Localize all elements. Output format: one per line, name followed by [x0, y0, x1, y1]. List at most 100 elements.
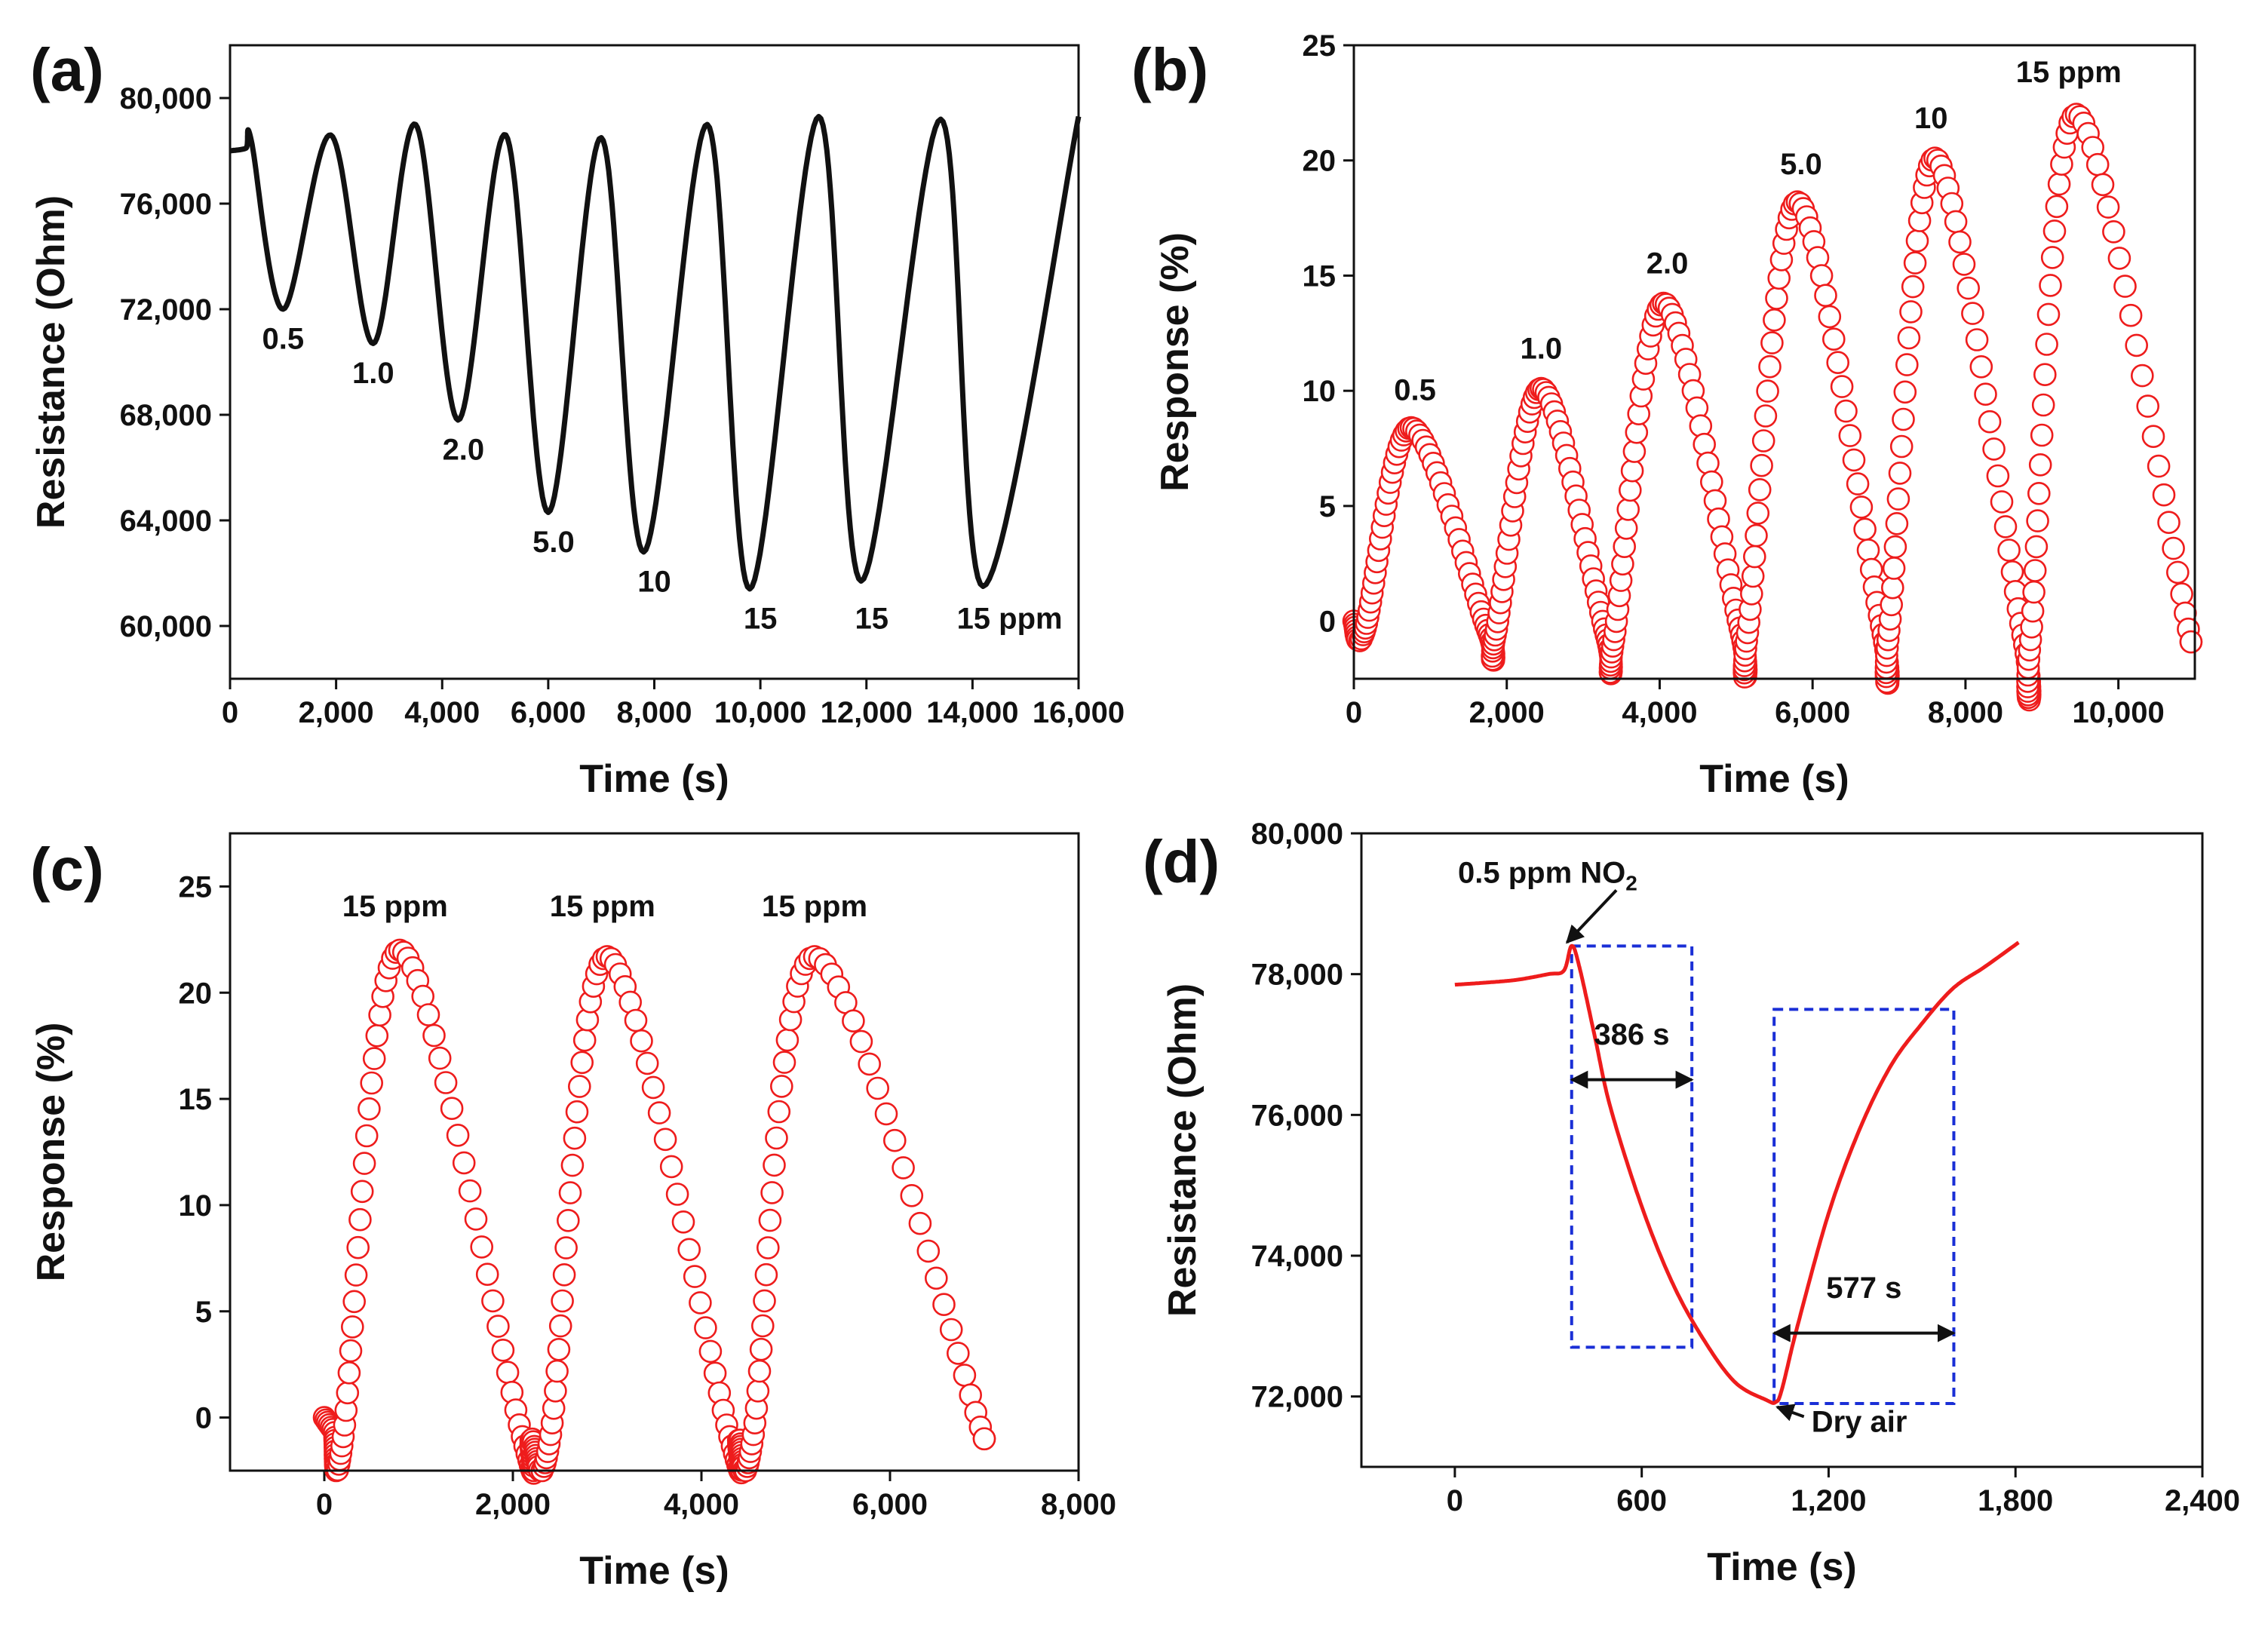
data-point: [486, 1315, 510, 1338]
panel-c-x-axis-title: Time (s): [579, 1549, 729, 1593]
data-point: [758, 1208, 782, 1232]
data-point: [659, 1155, 683, 1179]
y-tick-label: 20: [1303, 145, 1337, 178]
y-tick-label: 80,000: [1251, 818, 1343, 851]
data-point: [775, 1028, 799, 1052]
data-point: [750, 1314, 775, 1338]
panel-a-label: (a): [30, 36, 104, 103]
data-point: [1965, 328, 1989, 351]
data-point: [1886, 487, 1910, 511]
data-point: [772, 1051, 796, 1074]
data-point: [348, 1207, 372, 1232]
data-point: [653, 1127, 677, 1152]
data-point: [336, 1381, 360, 1405]
x-tick-label: 4,000: [664, 1488, 739, 1521]
callout-text: Dry air: [1812, 1405, 1907, 1438]
concentration-label: 15: [855, 603, 889, 636]
data-point: [2000, 560, 2024, 584]
data-point: [1849, 495, 1874, 519]
data-point: [1842, 448, 1866, 472]
data-point: [1881, 575, 1904, 600]
x-tick-label: 6,000: [511, 696, 586, 729]
data-point: [770, 1075, 793, 1098]
data-point: [1619, 478, 1642, 502]
concentration-label: 5.0: [532, 526, 575, 559]
data-point: [1754, 404, 1778, 428]
data-point: [925, 1266, 948, 1290]
concentration-label: 15 ppm: [762, 890, 867, 923]
y-tick-label: 64,000: [120, 505, 212, 538]
data-point: [440, 1097, 464, 1120]
data-point: [1748, 477, 1772, 502]
data-point: [1693, 432, 1716, 456]
panel-c-y-axis-title: Response (%): [29, 1023, 73, 1282]
data-point: [916, 1239, 941, 1263]
data-point: [1961, 302, 1984, 325]
x-tick-label: 0: [1447, 1484, 1463, 1517]
panel-b-y-ticks: 0 5 10 15 20 25: [1303, 29, 1354, 639]
concentration-label: 0.5: [262, 323, 305, 356]
data-point: [352, 1152, 376, 1175]
y-tick-label: 10: [1303, 375, 1337, 408]
y-tick-label: 60,000: [120, 610, 212, 643]
panel-d-marks: [1453, 940, 2020, 1405]
concentration-label: 15 ppm: [957, 603, 1063, 636]
data-point: [2091, 173, 2115, 197]
data-point: [1883, 535, 1907, 559]
panel-a-y-ticks: 60,000 64,000 68,000 72,000 76,000 80,000: [120, 82, 230, 643]
panel-d-y-axis-title: Resistance (Ohm): [1161, 983, 1205, 1317]
concentration-label: 15 ppm: [550, 890, 655, 923]
concentration-label: 10: [1914, 102, 1948, 135]
data-point: [939, 1318, 963, 1342]
data-point: [1620, 459, 1644, 483]
data-point: [475, 1262, 499, 1286]
panel-b-annotations: 0.5 1.0 2.0 5.0 10 15 ppm: [1394, 56, 2121, 407]
x-tick-label: 2,000: [299, 696, 374, 729]
panel-c-annotations: 15 ppm 15 ppm 15 ppm: [342, 890, 867, 923]
callout-subscript: 2: [1625, 871, 1637, 894]
panel-a-x-axis-title: Time (s): [579, 757, 729, 801]
data-point: [2141, 425, 2165, 449]
data-point: [2125, 333, 2148, 357]
data-point: [1944, 210, 1968, 234]
panel-d-x-axis-title: Time (s): [1707, 1545, 1856, 1589]
x-tick-label: 12,000: [821, 696, 913, 729]
y-tick-label: 10: [179, 1189, 213, 1223]
data-point: [446, 1124, 470, 1147]
data-point: [2035, 333, 2058, 356]
data-point: [1882, 557, 1906, 580]
data-point: [2027, 481, 2051, 505]
series-line: [228, 114, 1082, 592]
x-tick-label: 4,000: [404, 696, 480, 729]
data-point: [1743, 545, 1766, 569]
y-tick-label: 20: [179, 977, 213, 1010]
data-point: [2107, 247, 2131, 270]
panel-d-y-ticks: 72,000 74,000 76,000 78,000 80,000: [1251, 818, 1361, 1414]
data-point: [849, 1029, 873, 1054]
data-point: [552, 1263, 576, 1287]
data-point: [753, 1289, 776, 1313]
x-tick-label: 16,000: [1033, 696, 1125, 729]
data-point: [337, 1361, 361, 1385]
data-point: [1830, 375, 1854, 398]
x-tick-label: 10,000: [714, 696, 806, 729]
data-point: [1746, 502, 1770, 525]
data-point: [1750, 453, 1773, 477]
panel-a-x-ticks: 0 2,000 4,000 6,000 8,000 10,000 12,000 14,000 1…: [222, 679, 1125, 729]
data-point: [677, 1238, 701, 1262]
data-point: [703, 1361, 727, 1385]
data-point: [1616, 498, 1640, 521]
data-point: [1696, 451, 1720, 475]
panel-d: (d) 0 600 1,200 1,800 2,400 72,000 74,000 76,0…: [1143, 818, 2240, 1589]
data-point: [2096, 195, 2120, 219]
data-point: [545, 1359, 569, 1383]
data-point: [2047, 172, 2071, 196]
data-point: [1763, 308, 1786, 332]
data-point: [1982, 437, 2006, 461]
data-point: [1745, 523, 1768, 548]
data-point: [866, 1076, 889, 1100]
data-point: [647, 1101, 671, 1124]
data-point: [689, 1291, 712, 1315]
data-point: [1758, 354, 1782, 379]
concentration-label: 0.5: [1394, 373, 1436, 406]
